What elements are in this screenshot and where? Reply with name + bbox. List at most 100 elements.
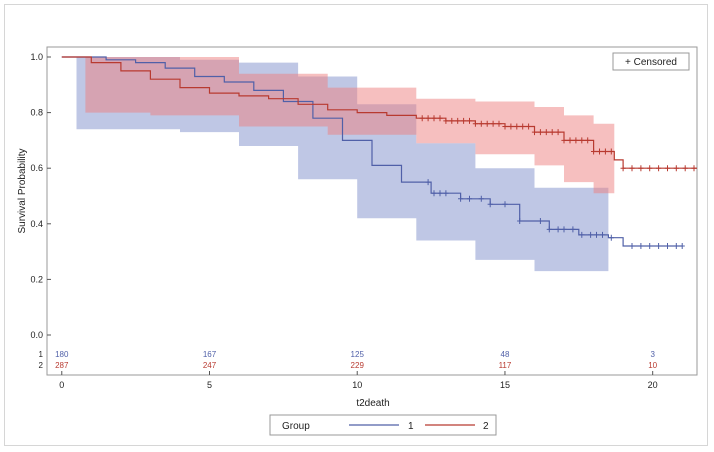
censor-mark-group-2 (472, 120, 478, 127)
censor-mark-group-1 (546, 226, 552, 233)
censor-mark-group-1 (656, 243, 662, 249)
censor-mark-group-2 (431, 115, 437, 122)
group-legend: Group 1 2 (269, 414, 497, 436)
risk-row-label-group-2: 2 (39, 361, 44, 370)
censor-mark-group-2 (443, 117, 449, 124)
censored-legend-label: + Censored (625, 57, 677, 68)
censor-mark-group-2 (567, 137, 573, 144)
risk-count-group-1: 125 (351, 350, 365, 359)
censor-mark-group-1 (570, 226, 576, 233)
group-legend-title: Group (282, 421, 310, 432)
censor-mark-group-2 (514, 123, 520, 130)
censor-mark-group-2 (555, 129, 561, 136)
x-axis-label: t2death (356, 398, 389, 409)
censor-mark-group-2 (490, 120, 496, 127)
censor-mark-group-2 (455, 117, 461, 124)
y-tick-label: 0.4 (30, 219, 43, 229)
censor-mark-group-1 (437, 190, 443, 197)
censor-mark-group-1 (555, 226, 561, 233)
risk-count-group-1: 3 (650, 350, 655, 359)
censor-mark-group-2 (579, 137, 585, 144)
censor-mark-group-1 (588, 231, 594, 238)
censor-mark-group-1 (425, 179, 431, 186)
confidence-bands (76, 57, 615, 272)
censor-mark-group-2 (502, 123, 508, 130)
y-tick-label: 0.0 (30, 330, 43, 340)
risk-count-group-2: 229 (351, 361, 365, 370)
censor-mark-group-1 (664, 243, 671, 249)
number-at-risk: 1 180 167 125 48 3 2 287 247 229 117 10 (39, 350, 658, 370)
legend-label-group-1: 1 (408, 421, 414, 432)
censor-mark-group-1 (537, 218, 543, 224)
censor-mark-group-2 (602, 148, 608, 155)
censor-mark-group-2 (573, 137, 579, 144)
risk-row-label-group-1: 1 (39, 350, 44, 359)
censor-mark-group-2 (638, 165, 644, 172)
censor-mark-group-2 (531, 129, 538, 136)
censor-mark-group-1 (593, 231, 600, 238)
censor-mark-group-2 (478, 120, 484, 127)
risk-count-group-2: 247 (203, 361, 217, 370)
censor-mark-group-1 (517, 218, 523, 224)
x-tick-label: 0 (59, 380, 64, 390)
censor-mark-group-2 (543, 129, 549, 136)
censor-mark-group-2 (620, 165, 626, 172)
censor-mark-group-2 (496, 120, 502, 127)
censor-marks (419, 115, 697, 249)
censor-mark-group-1 (638, 243, 644, 249)
censor-mark-group-1 (673, 243, 679, 249)
censor-mark-group-2 (585, 137, 591, 144)
censor-mark-group-1 (647, 243, 653, 249)
y-tick-label: 0.8 (30, 108, 43, 118)
chart-frame: 0.0 0.2 0.4 0.6 0.8 1.0 0 5 10 15 20 1 180 167 125 48… (4, 4, 708, 446)
censor-mark-group-2 (508, 123, 514, 130)
censor-mark-group-2 (466, 117, 473, 124)
censor-mark-group-2 (425, 115, 431, 122)
x-tick-label: 10 (352, 380, 362, 390)
censor-mark-group-1 (478, 195, 484, 202)
censor-mark-group-1 (608, 234, 614, 241)
risk-count-group-2: 10 (648, 361, 657, 370)
censor-mark-group-2 (419, 115, 425, 122)
censor-mark-group-2 (591, 148, 597, 155)
censor-mark-group-1 (487, 201, 493, 208)
censor-mark-group-2 (437, 115, 443, 122)
risk-count-group-1: 167 (203, 350, 217, 359)
y-tick-label: 1.0 (30, 52, 43, 62)
censor-mark-group-2 (629, 165, 635, 172)
censor-mark-group-1 (561, 226, 567, 233)
y-tick-label: 0.2 (30, 274, 43, 284)
y-tick-label: 0.6 (30, 163, 43, 173)
censor-mark-group-2 (673, 165, 679, 172)
censor-mark-group-2 (449, 117, 455, 124)
censor-mark-group-2 (682, 165, 688, 172)
censor-mark-group-2 (561, 137, 567, 144)
x-axis: 0 5 10 15 20 (59, 371, 658, 390)
censor-mark-group-1 (443, 190, 449, 197)
censor-mark-group-2 (520, 123, 526, 130)
y-axis-label: Survival Probability (17, 148, 28, 233)
censor-mark-group-2 (691, 165, 697, 172)
censor-mark-group-1 (629, 243, 635, 249)
censor-mark-group-2 (608, 148, 614, 155)
censor-mark-group-1 (679, 243, 685, 249)
risk-count-group-1: 180 (55, 350, 69, 359)
km-chart: 0.0 0.2 0.4 0.6 0.8 1.0 0 5 10 15 20 1 180 167 125 48… (17, 46, 698, 436)
censor-mark-group-2 (461, 117, 467, 124)
censor-mark-group-2 (647, 165, 653, 172)
censor-mark-group-2 (526, 123, 532, 130)
ci-band-group-2 (85, 57, 615, 194)
censor-mark-group-2 (656, 165, 662, 172)
censor-mark-group-1 (502, 201, 508, 208)
censor-mark-group-2 (549, 129, 555, 136)
risk-count-group-1: 48 (501, 350, 510, 359)
censor-mark-group-2 (484, 120, 490, 127)
censor-mark-group-2 (537, 129, 543, 136)
censor-mark-group-1 (579, 231, 585, 238)
legend-label-group-2: 2 (483, 421, 489, 432)
censor-mark-group-1 (431, 190, 437, 197)
y-axis: 0.0 0.2 0.4 0.6 0.8 1.0 (30, 52, 51, 340)
censor-mark-group-1 (599, 231, 606, 238)
risk-count-group-2: 287 (55, 361, 69, 370)
censor-mark-group-1 (458, 195, 464, 202)
